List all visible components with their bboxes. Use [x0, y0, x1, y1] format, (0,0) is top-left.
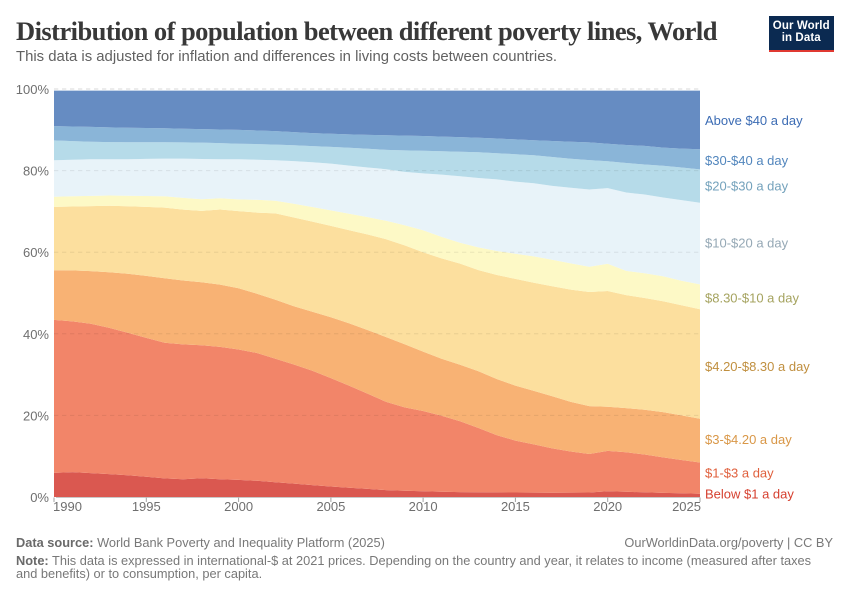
svg-text:40%: 40% — [23, 327, 49, 342]
svg-text:2020: 2020 — [593, 499, 622, 514]
svg-text:1990: 1990 — [53, 499, 82, 514]
svg-text:60%: 60% — [23, 245, 49, 260]
svg-text:2025: 2025 — [672, 499, 701, 514]
svg-text:$20-$30 a day: $20-$30 a day — [705, 179, 789, 194]
svg-text:2005: 2005 — [316, 499, 345, 514]
svg-text:$8.30-$10 a day: $8.30-$10 a day — [705, 291, 799, 306]
svg-text:100%: 100% — [16, 82, 50, 97]
svg-text:2000: 2000 — [224, 499, 253, 514]
svg-text:80%: 80% — [23, 164, 49, 179]
svg-text:2010: 2010 — [409, 499, 438, 514]
svg-text:Below $1 a day: Below $1 a day — [705, 487, 794, 502]
svg-text:0%: 0% — [30, 490, 49, 505]
svg-text:$4.20-$8.30 a day: $4.20-$8.30 a day — [705, 359, 810, 374]
svg-text:2015: 2015 — [501, 499, 530, 514]
svg-text:$30-$40 a day: $30-$40 a day — [705, 153, 789, 168]
svg-text:20%: 20% — [23, 408, 49, 423]
svg-text:$3-$4.20 a day: $3-$4.20 a day — [705, 432, 792, 447]
svg-text:$10-$20 a day: $10-$20 a day — [705, 236, 789, 251]
svg-text:$1-$3 a day: $1-$3 a day — [705, 466, 774, 481]
svg-text:1995: 1995 — [132, 499, 161, 514]
svg-text:Above $40 a day: Above $40 a day — [705, 113, 803, 128]
